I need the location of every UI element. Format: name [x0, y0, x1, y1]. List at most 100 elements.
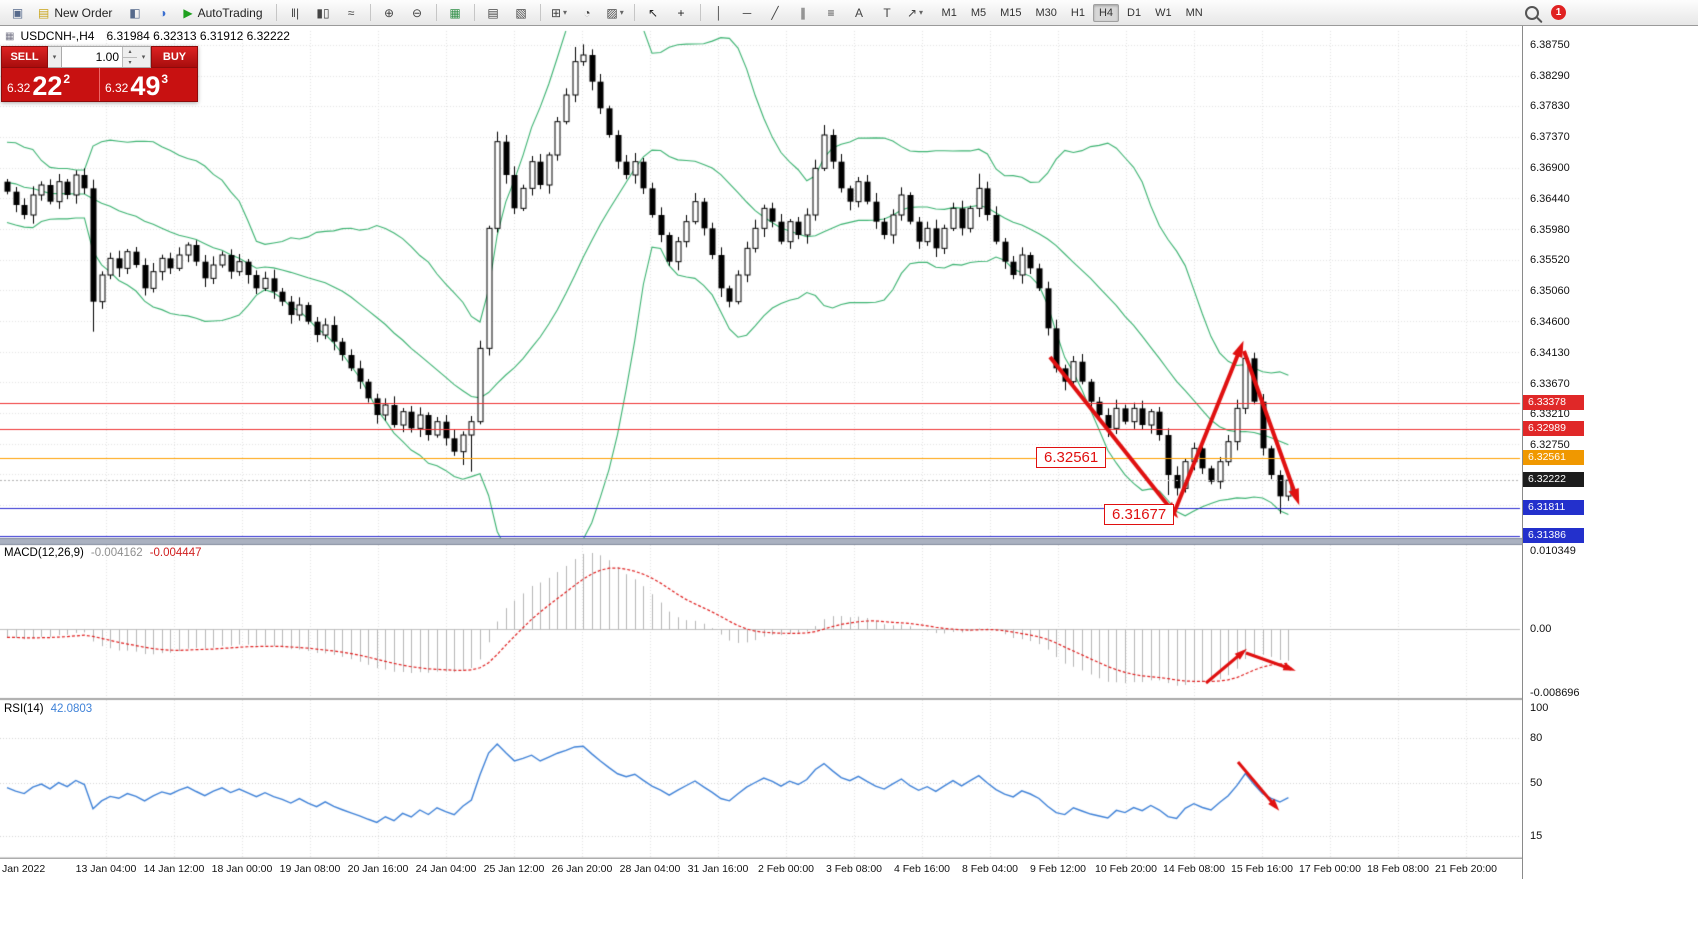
toolbar-separator: [369, 4, 371, 21]
indicators-icon[interactable]: ▦: [442, 1, 469, 24]
time-axis-label: 25 Jan 12:00: [483, 863, 545, 875]
rsi-axis-label: 50: [1530, 777, 1543, 789]
timeframe-m5[interactable]: M5: [970, 6, 987, 19]
price-axis-label: 6.35520: [1530, 254, 1570, 267]
text-icon-glyph: A: [855, 5, 864, 20]
macd-axis-label: 0.010349: [1530, 545, 1576, 557]
autotrading-button[interactable]: ▶ AutoTrading: [177, 1, 270, 24]
toolbar-separator: [539, 4, 541, 21]
sell-options-dropdown[interactable]: ▾: [48, 46, 62, 68]
cascade-windows-icon[interactable]: ▧: [508, 1, 535, 24]
chart-annotation-box[interactable]: 6.32561: [1036, 447, 1107, 468]
cursor-icon[interactable]: ↖: [640, 1, 667, 24]
volume-down-button[interactable]: ▾: [123, 57, 137, 67]
timeframe-mn[interactable]: MN: [1185, 6, 1203, 19]
price-axis-label: 6.36900: [1530, 162, 1570, 175]
candlestick-chart-icon-glyph: ▮▯: [316, 5, 330, 20]
sell-price-button[interactable]: 6.32 22 2: [2, 68, 99, 101]
new-order-button-glyph: ▤: [38, 5, 50, 20]
navigator-icon[interactable]: ◑: [149, 1, 176, 24]
price-axis[interactable]: 6.38750 6.38290 6.37830 6.37370 6.36900 6.364…: [1522, 26, 1698, 879]
new-chart-icon[interactable]: ⊞ ▾: [546, 1, 573, 24]
timeframe-d1[interactable]: D1: [1127, 6, 1142, 19]
zoom-out-icon-glyph: ⊖: [412, 5, 423, 20]
channel-icon[interactable]: ∥: [790, 1, 817, 24]
horizontal-line-icon[interactable]: ─: [734, 1, 761, 24]
templates-icon[interactable]: ▨ ▾: [602, 1, 629, 24]
sell-price-point: 2: [63, 72, 71, 86]
price-axis-label: 6.34600: [1530, 315, 1570, 328]
time-axis-label: 17 Feb 00:00: [1299, 863, 1361, 875]
price-tag: 6.32222: [1523, 472, 1584, 488]
rsi-header: RSI(14) 42.0803: [4, 703, 92, 715]
search-icon[interactable]: [1525, 5, 1539, 20]
time-axis-label: 19 Jan 08:00: [279, 863, 341, 875]
cascade-windows-icon-glyph: ▧: [515, 5, 527, 20]
text-icon[interactable]: A: [846, 1, 873, 24]
rsi-label: RSI(14): [4, 703, 44, 715]
trendline-icon-glyph: ╱: [771, 5, 779, 20]
time-axis[interactable]: Jan 2022 13 Jan 04:00 14 Jan 12:00 18 Jan 0…: [0, 859, 1522, 879]
zoom-in-icon-glyph: ⊕: [384, 5, 395, 20]
period-clock-icon[interactable]: ◔: [574, 1, 601, 24]
chart-title: ▦ USDCNH-,H4 6.31984 6.32313 6.31912 6.3…: [5, 29, 290, 43]
candlestick-chart-icon[interactable]: ▮▯: [310, 1, 337, 24]
period-clock-icon-glyph: ◔: [583, 5, 591, 20]
toolbar-separator: [275, 4, 277, 21]
crosshair-icon-glyph: +: [677, 5, 685, 20]
line-chart-icon[interactable]: ≈: [338, 1, 365, 24]
time-axis-label: 9 Feb 12:00: [1029, 863, 1087, 875]
timeframe-m1[interactable]: M1: [941, 6, 957, 19]
tile-windows-icon[interactable]: ▤: [480, 1, 507, 24]
sell-button[interactable]: SELL: [1, 46, 48, 68]
buy-options-dropdown[interactable]: ▾: [137, 46, 151, 68]
label-icon[interactable]: T: [874, 1, 901, 24]
timeframe-h1[interactable]: H1: [1070, 6, 1085, 19]
arrows-tool-icon-dropdown: ▾: [919, 8, 924, 17]
terminal-window-icon[interactable]: ▣: [4, 1, 31, 24]
notification-badge[interactable]: 1: [1551, 5, 1566, 20]
crosshair-icon[interactable]: +: [668, 1, 695, 24]
vertical-line-icon[interactable]: │: [706, 1, 733, 24]
price-tag: 6.31811: [1523, 499, 1584, 515]
zoom-in-icon[interactable]: ⊕: [376, 1, 403, 24]
time-axis-label: 8 Feb 04:00: [961, 863, 1019, 875]
bar-chart-icon[interactable]: ‖|: [282, 1, 309, 24]
chart-canvas[interactable]: [0, 26, 1522, 859]
channel-icon-glyph: ∥: [800, 5, 807, 20]
time-axis-label: 10 Feb 20:00: [1095, 863, 1157, 875]
buy-price-button[interactable]: 6.32 49 3: [100, 68, 197, 101]
one-click-trading-panel: SELL ▾ ▴ ▾ ▾ BUY 6.32 22 2: [1, 46, 198, 102]
new-order-button[interactable]: ▤ New Order: [32, 1, 120, 24]
time-axis-label: 31 Jan 16:00: [687, 863, 749, 875]
sell-price-base: 6.32: [7, 81, 31, 95]
label-icon-glyph: T: [883, 5, 891, 20]
timeframe-m30[interactable]: M30: [1035, 6, 1057, 19]
timeframe-w1[interactable]: W1: [1155, 6, 1172, 19]
time-axis-label: 26 Jan 20:00: [551, 863, 613, 875]
new-chart-icon-dropdown: ▾: [563, 8, 568, 17]
chart-symbol-period: USDCNH-,H4: [20, 29, 95, 43]
marketwatch-icon[interactable]: ◧: [121, 1, 148, 24]
arrows-tool-icon[interactable]: ↗ ▾: [902, 1, 929, 24]
buy-button[interactable]: BUY: [151, 46, 198, 68]
fibonacci-icon[interactable]: ≡: [818, 1, 845, 24]
timeframe-m15[interactable]: M15: [1000, 6, 1022, 19]
rsi-axis-label: 100: [1530, 702, 1549, 714]
volume-input[interactable]: [62, 47, 122, 67]
buy-price-point: 3: [161, 72, 169, 86]
buy-price-base: 6.32: [105, 81, 129, 95]
timeframe-h4[interactable]: H4: [1092, 3, 1120, 22]
volume-up-button[interactable]: ▴: [123, 47, 137, 58]
chart-annotation-box[interactable]: 6.31677: [1104, 504, 1175, 525]
toolbar-right-group: 1: [1525, 5, 1566, 20]
trendline-icon[interactable]: ╱: [762, 1, 789, 24]
macd-axis-label: 0.00: [1530, 623, 1552, 635]
chart-ohlc-values: 6.31984 6.32313 6.31912 6.32222: [106, 29, 290, 43]
autotrading-button-label: AutoTrading: [197, 5, 263, 20]
time-axis-label: Jan 2022: [2, 863, 46, 875]
macd-axis-label: -0.008696: [1530, 687, 1580, 699]
horizontal-line-icon-glyph: ─: [742, 5, 752, 20]
zoom-out-icon[interactable]: ⊖: [404, 1, 431, 24]
